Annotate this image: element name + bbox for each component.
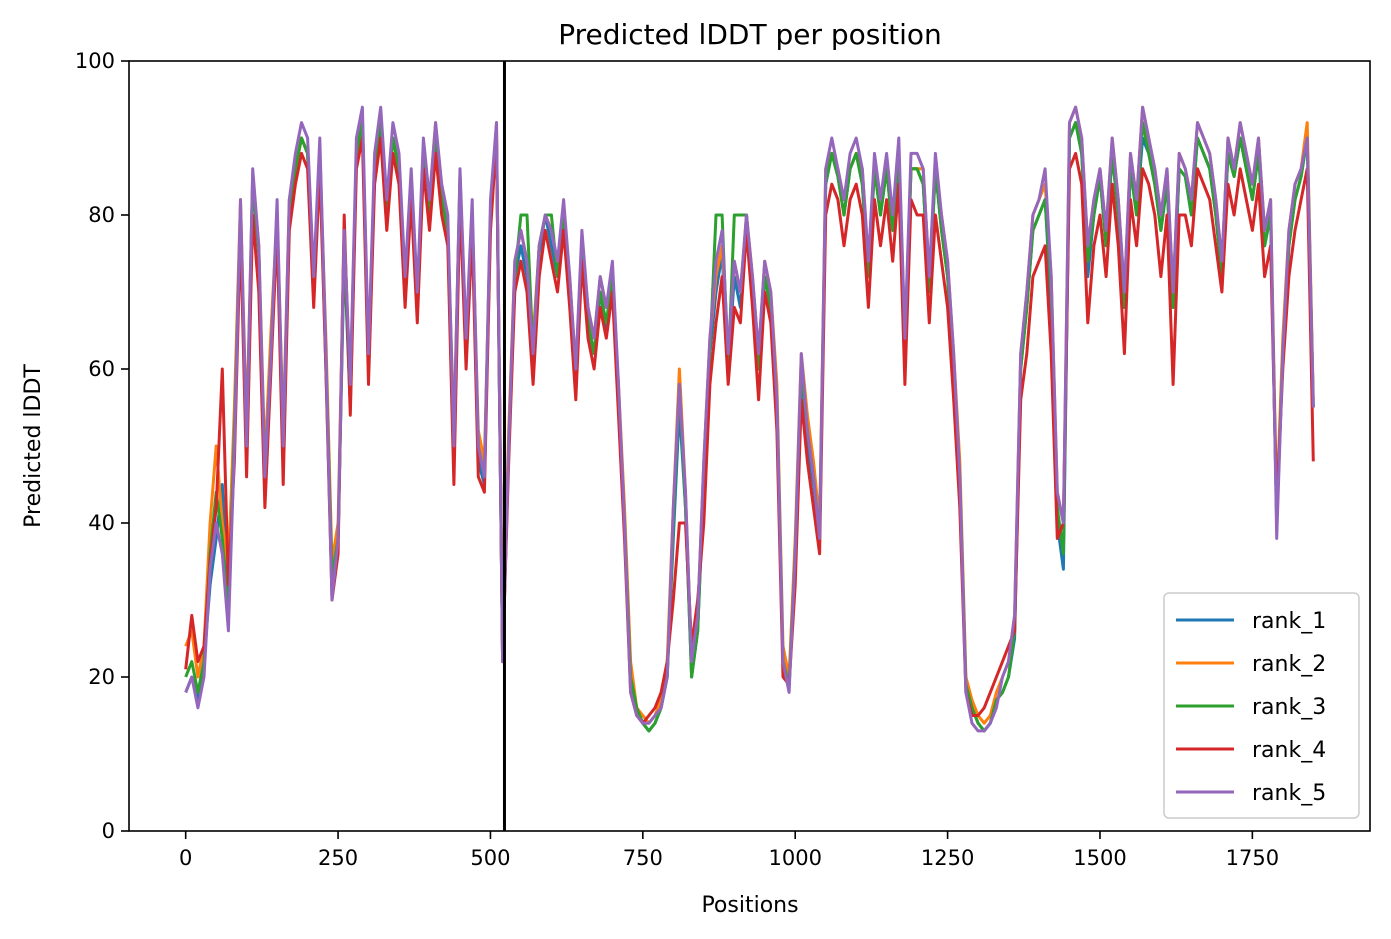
legend-label-rank_5: rank_5 xyxy=(1252,781,1326,806)
legend-label-rank_4: rank_4 xyxy=(1252,738,1326,763)
y-tick-label: 100 xyxy=(75,49,115,73)
x-tick-label: 250 xyxy=(318,846,358,870)
y-axis-title: Predicted lDDT xyxy=(21,364,46,528)
y-tick-label: 80 xyxy=(88,203,115,227)
y-tick-label: 0 xyxy=(102,819,115,843)
legend-label-rank_2: rank_2 xyxy=(1252,652,1326,677)
legend-box xyxy=(1163,592,1360,819)
y-tick-label: 60 xyxy=(88,357,115,381)
x-tick-label: 1500 xyxy=(1073,846,1126,870)
legend: rank_1 rank_2 rank_3 rank_4 rank_5 xyxy=(1163,592,1360,819)
legend-label-rank_1: rank_1 xyxy=(1252,609,1326,634)
x-tick-label: 0 xyxy=(179,846,192,870)
x-tick-label: 750 xyxy=(623,846,663,870)
legend-label-rank_3: rank_3 xyxy=(1252,695,1326,720)
x-tick-label: 1250 xyxy=(921,846,974,870)
y-tick-label: 20 xyxy=(88,665,115,689)
axis-ticks: 0 250 500 750 1000 1250 1500 1750 0 20 40 60 80 100 xyxy=(75,49,1279,870)
x-axis-title: Positions xyxy=(701,893,798,918)
x-tick-label: 1750 xyxy=(1226,846,1279,870)
series-line-rank_5 xyxy=(184,105,1315,733)
x-tick-label: 1000 xyxy=(768,846,821,870)
chart-title: Predicted lDDT per position xyxy=(558,18,942,51)
plot-frame xyxy=(128,60,1371,832)
x-tick-label: 500 xyxy=(470,846,510,870)
y-tick-label: 40 xyxy=(88,511,115,535)
plot-area xyxy=(184,61,1315,831)
